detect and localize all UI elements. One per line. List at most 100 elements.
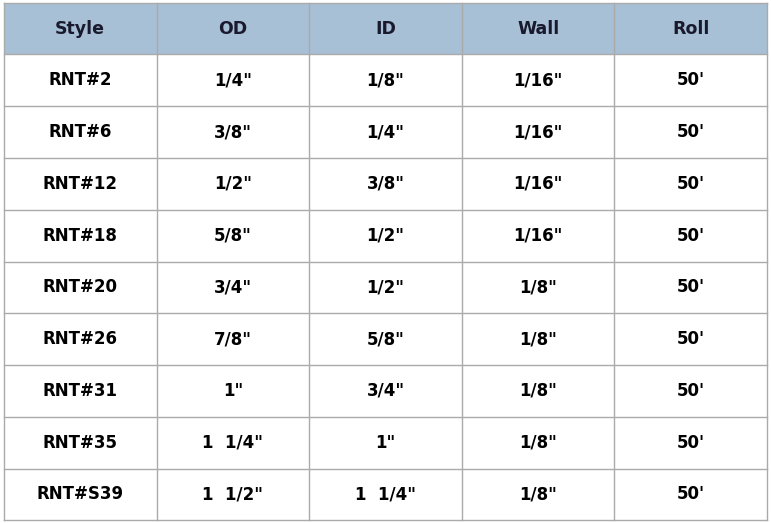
Text: 1/16": 1/16" [513, 175, 563, 193]
Bar [462, 417, 614, 469]
Bar [614, 469, 767, 520]
Bar [309, 3, 462, 54]
Text: 50': 50' [677, 382, 705, 400]
Bar [614, 106, 767, 158]
Text: Style: Style [56, 19, 105, 38]
Text: 1/8": 1/8" [366, 71, 405, 89]
Bar [309, 469, 462, 520]
Text: 1": 1" [223, 382, 243, 400]
Text: 1/16": 1/16" [513, 71, 563, 89]
Text: 50': 50' [677, 175, 705, 193]
Bar [614, 210, 767, 262]
Bar [614, 417, 767, 469]
Bar [4, 158, 157, 210]
Bar [4, 469, 157, 520]
Text: 50': 50' [677, 330, 705, 348]
Text: RNT#12: RNT#12 [42, 175, 118, 193]
Bar [157, 3, 309, 54]
Text: 3/4": 3/4" [214, 278, 252, 297]
Text: 3/4": 3/4" [366, 382, 405, 400]
Bar [4, 3, 157, 54]
Bar [4, 54, 157, 106]
Bar [309, 365, 462, 417]
Bar [157, 469, 309, 520]
Text: RNT#18: RNT#18 [42, 226, 118, 245]
Text: 1/16": 1/16" [513, 123, 563, 141]
Bar [462, 54, 614, 106]
Text: 5/8": 5/8" [366, 330, 405, 348]
Text: 1  1/2": 1 1/2" [202, 485, 264, 504]
Text: 1/8": 1/8" [519, 278, 557, 297]
Bar [614, 365, 767, 417]
Text: 50': 50' [677, 123, 705, 141]
Bar [309, 106, 462, 158]
Bar [309, 158, 462, 210]
Text: 1  1/4": 1 1/4" [202, 434, 264, 452]
Text: 3/8": 3/8" [366, 175, 405, 193]
Bar [4, 365, 157, 417]
Bar [462, 365, 614, 417]
Bar [614, 158, 767, 210]
Bar [462, 158, 614, 210]
Text: RNT#6: RNT#6 [49, 123, 112, 141]
Text: 1/8": 1/8" [519, 434, 557, 452]
Text: 1/4": 1/4" [366, 123, 405, 141]
Text: 1": 1" [375, 434, 396, 452]
Text: RNT#20: RNT#20 [42, 278, 118, 297]
Text: Roll: Roll [672, 19, 709, 38]
Text: 1/2": 1/2" [366, 278, 405, 297]
Text: ID: ID [375, 19, 396, 38]
Text: RNT#2: RNT#2 [49, 71, 112, 89]
Text: 5/8": 5/8" [214, 226, 252, 245]
Text: 1/2": 1/2" [214, 175, 252, 193]
Text: 1/16": 1/16" [513, 226, 563, 245]
Text: 50': 50' [677, 278, 705, 297]
Bar [157, 158, 309, 210]
Bar [4, 313, 157, 365]
Bar [4, 210, 157, 262]
Bar [462, 210, 614, 262]
Text: 50': 50' [677, 485, 705, 504]
Bar [462, 106, 614, 158]
Bar [309, 210, 462, 262]
Bar [462, 3, 614, 54]
Bar [157, 417, 309, 469]
Text: 50': 50' [677, 71, 705, 89]
Bar [4, 262, 157, 313]
Bar [462, 262, 614, 313]
Text: 1/4": 1/4" [214, 71, 252, 89]
Bar [4, 417, 157, 469]
Bar [4, 106, 157, 158]
Text: Wall: Wall [517, 19, 559, 38]
Text: 1/2": 1/2" [366, 226, 405, 245]
Text: 1/8": 1/8" [519, 485, 557, 504]
Text: 3/8": 3/8" [214, 123, 252, 141]
Bar [614, 3, 767, 54]
Text: 7/8": 7/8" [214, 330, 252, 348]
Text: RNT#31: RNT#31 [42, 382, 118, 400]
Bar [462, 469, 614, 520]
Text: RNT#35: RNT#35 [42, 434, 118, 452]
Bar [157, 262, 309, 313]
Text: RNT#S39: RNT#S39 [36, 485, 124, 504]
Bar [309, 54, 462, 106]
Bar [309, 262, 462, 313]
Bar [614, 313, 767, 365]
Bar [309, 313, 462, 365]
Text: 50': 50' [677, 434, 705, 452]
Bar [309, 417, 462, 469]
Bar [157, 313, 309, 365]
Text: OD: OD [218, 19, 247, 38]
Bar [157, 210, 309, 262]
Text: RNT#26: RNT#26 [42, 330, 118, 348]
Bar [157, 106, 309, 158]
Text: 50': 50' [677, 226, 705, 245]
Bar [157, 365, 309, 417]
Bar [157, 54, 309, 106]
Bar [614, 54, 767, 106]
Bar [462, 313, 614, 365]
Text: 1/8": 1/8" [519, 330, 557, 348]
Text: 1  1/4": 1 1/4" [355, 485, 416, 504]
Bar [614, 262, 767, 313]
Text: 1/8": 1/8" [519, 382, 557, 400]
